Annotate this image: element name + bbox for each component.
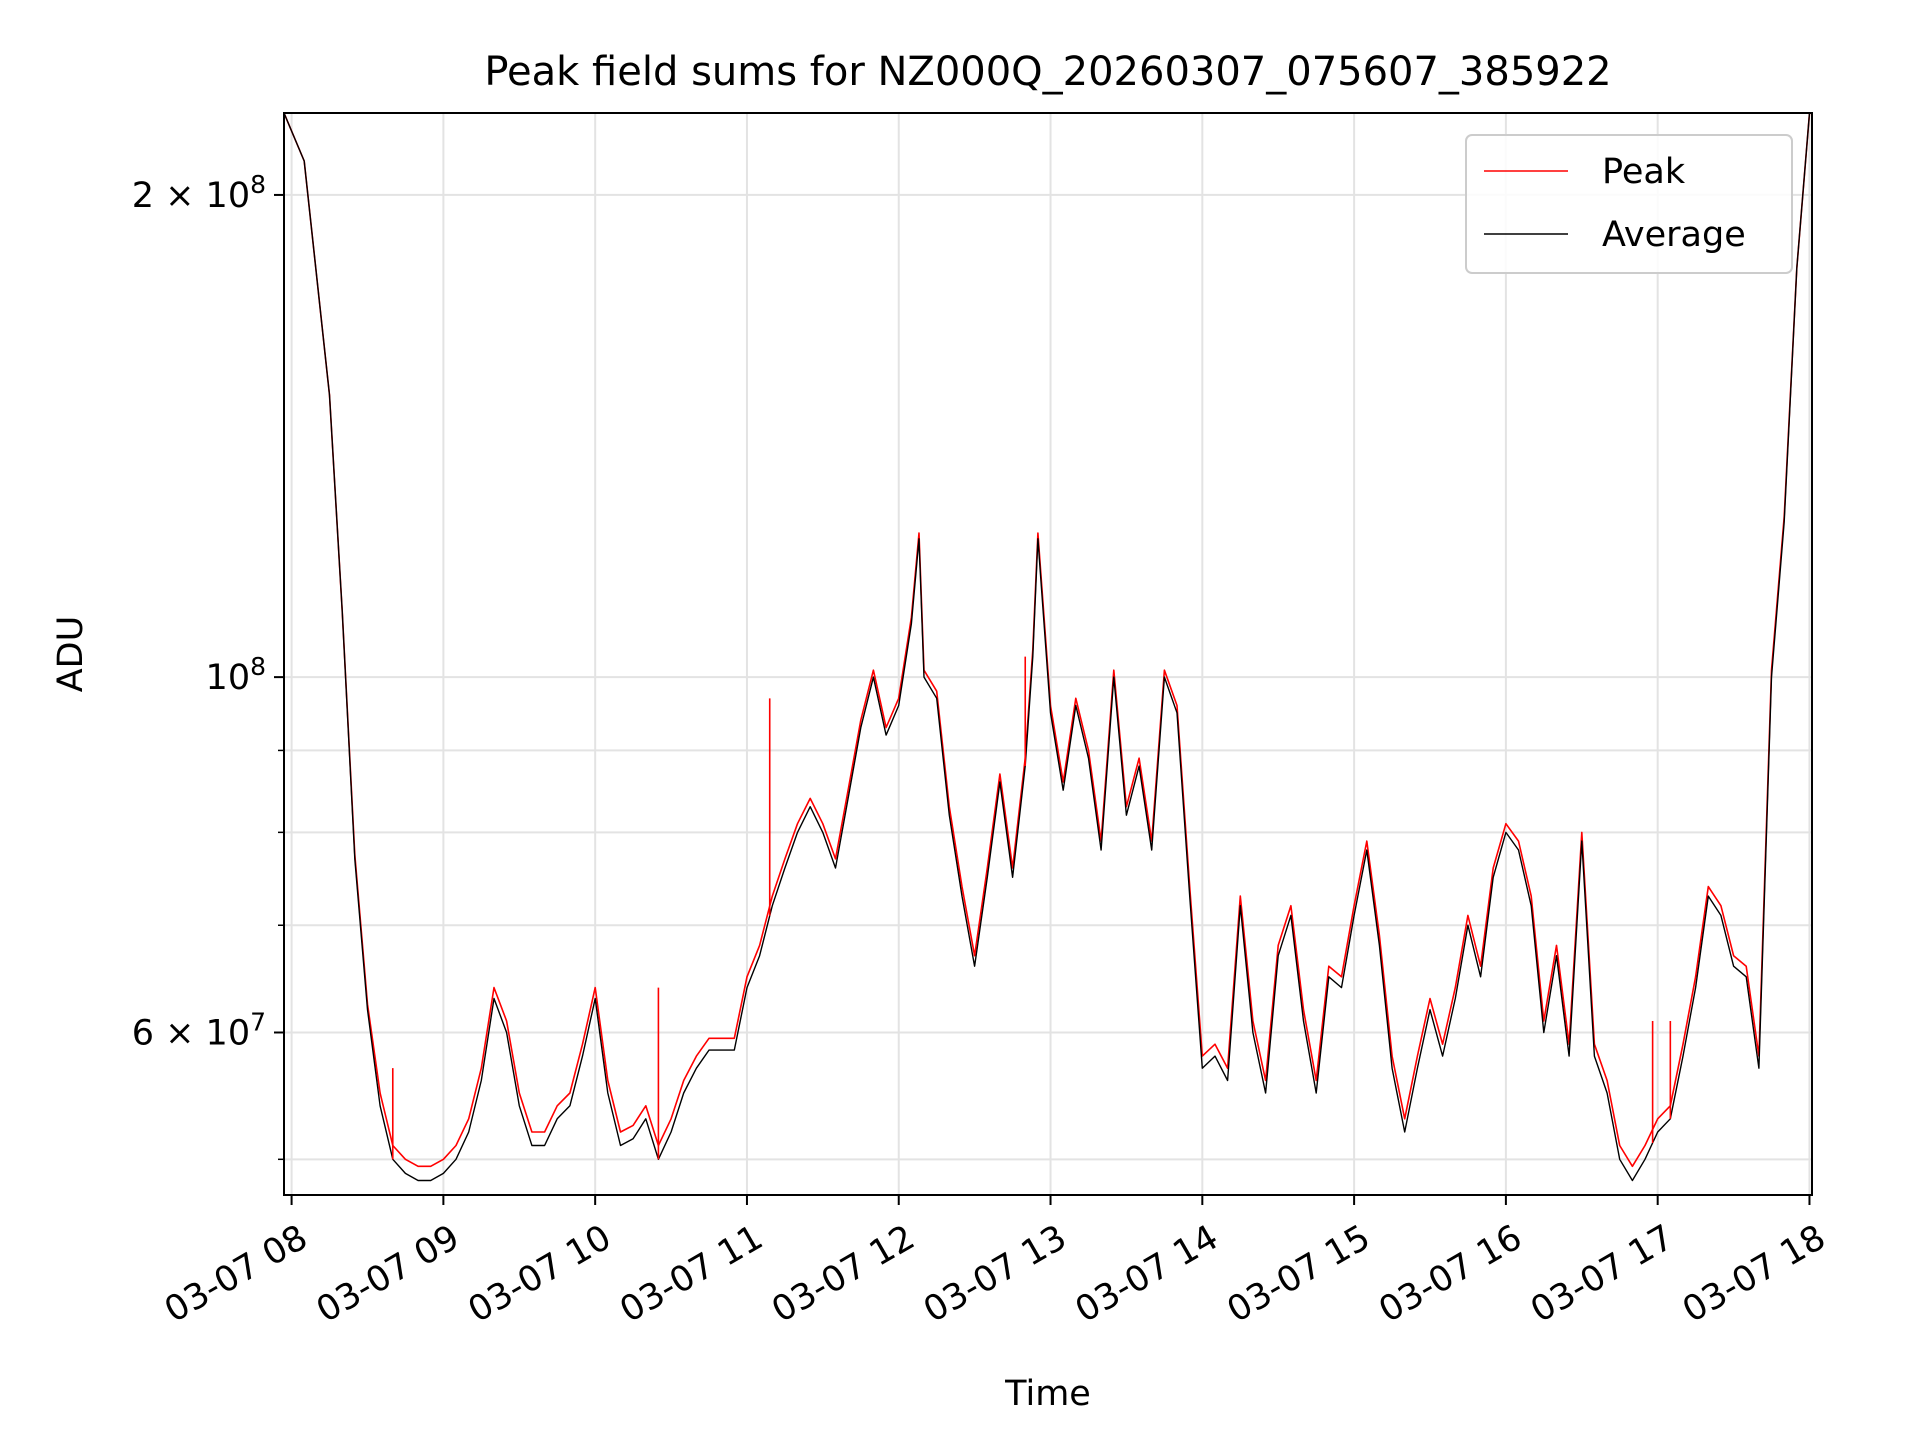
grid [284, 113, 1812, 1195]
plot-lines [284, 113, 1811, 1182]
plot-frame [283, 112, 1813, 1196]
y-tick-label: 6 × 107 [132, 1007, 266, 1053]
y-axis-label: ADU [51, 616, 91, 693]
legend-label-peak: Peak [1602, 152, 1686, 192]
legend-box [1465, 134, 1793, 274]
series-line-average [284, 113, 1811, 1182]
chart-title: Peak field sums for NZ000Q_20260307_0756… [484, 49, 1611, 95]
y-tick-label: 108 [206, 652, 266, 698]
y-axis: 2 × 108 108 6 × 107 [132, 170, 284, 1161]
legend: Peak Average [1465, 134, 1793, 274]
y-tick-label: 2 × 108 [132, 170, 266, 216]
x-axis-label: Time [1004, 1374, 1091, 1414]
legend-label-average: Average [1602, 215, 1746, 255]
